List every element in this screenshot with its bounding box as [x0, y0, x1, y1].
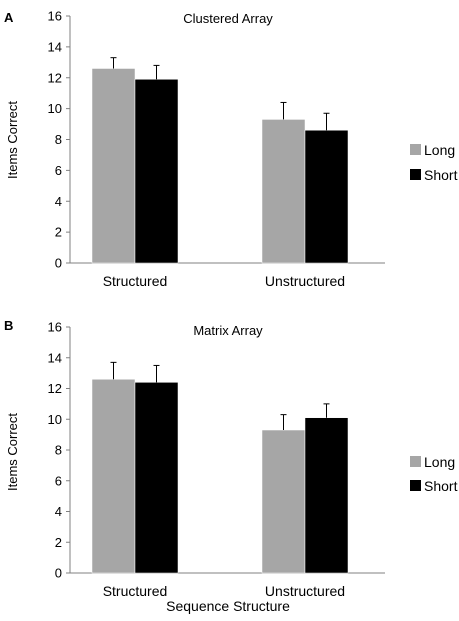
panel-a-category-label-unstructured: Unstructured	[265, 273, 345, 289]
panel-b-title: Matrix Array	[193, 323, 263, 338]
panel-a-y-tick-label: 2	[55, 225, 62, 240]
panel-b-legend-label-long: Long	[424, 454, 455, 470]
panel-a-y-tick-label: 4	[55, 194, 62, 209]
panel-a-y-tick-label: 8	[55, 132, 62, 147]
panel-b-y-tick-label: 12	[48, 381, 62, 396]
panel-a-bar-long-structured	[91, 68, 136, 264]
panel-b-bar-short-structured	[134, 382, 179, 574]
panel-b-bar-long-unstructured	[261, 429, 306, 574]
panel-a-letter: A	[4, 10, 14, 25]
panel-b-bar-long-structured	[91, 379, 136, 574]
panel-b-legend-label-short: Short	[424, 478, 458, 494]
panel-b-y-tick-label: 4	[55, 504, 62, 519]
panel-a-bar-short-structured	[134, 79, 179, 264]
panel-a-y-tick-label: 6	[55, 163, 62, 178]
panel-a-category-label-structured: Structured	[103, 273, 168, 289]
panel-a-legend-swatch-short	[410, 169, 421, 180]
panel-b-y-axis-label: Items Correct	[5, 413, 20, 491]
panel-a-bar-short-unstructured	[304, 129, 349, 264]
panel-a-y-axis-label: Items Correct	[5, 101, 20, 179]
panel-b-y-tick-label: 0	[55, 566, 62, 581]
panel-b-letter: B	[4, 318, 13, 333]
panel-a-legend-label-short: Short	[424, 167, 458, 183]
panel-a-title: Clustered Array	[183, 11, 273, 26]
panel-b-legend-swatch-short	[410, 480, 421, 491]
panel-a-y-tick-label: 14	[48, 39, 62, 54]
panel-a-legend-label-long: Long	[424, 142, 455, 158]
panel-a-y-tick-label: 16	[48, 9, 62, 24]
panel-b-y-tick-label: 6	[55, 473, 62, 488]
panel-a-y-tick-label: 12	[48, 70, 62, 85]
panel-b-y-tick-label: 14	[48, 350, 62, 365]
panel-b-y-tick-label: 10	[48, 412, 62, 427]
panel-a-legend-swatch-long	[410, 144, 421, 155]
panel-b-x-axis-label: Sequence Structure	[166, 598, 290, 614]
panel-a-y-tick-label: 10	[48, 101, 62, 116]
panel-b-legend-swatch-long	[410, 456, 421, 467]
panel-b-y-tick-label: 16	[48, 320, 62, 335]
panel-b-category-label-structured: Structured	[103, 583, 168, 599]
panel-a-bar-long-unstructured	[261, 119, 306, 264]
panel-b-y-tick-label: 8	[55, 443, 62, 458]
panel-b-bar-short-unstructured	[304, 417, 349, 574]
panel-a-y-tick-label: 0	[55, 256, 62, 271]
panel-b-y-tick-label: 2	[55, 535, 62, 550]
panel-b-category-label-unstructured: Unstructured	[265, 583, 345, 599]
